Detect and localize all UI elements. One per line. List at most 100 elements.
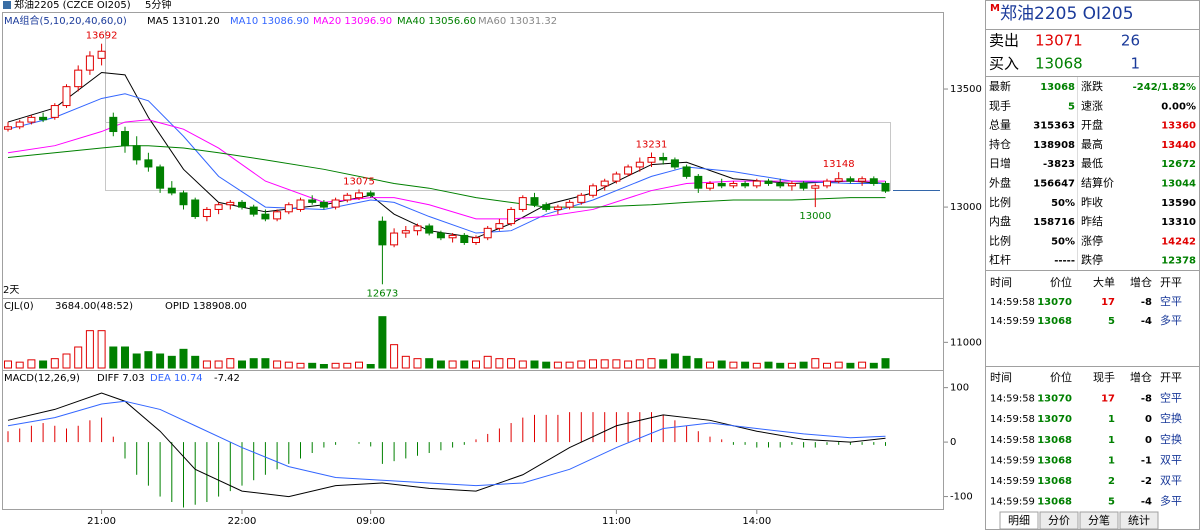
candle-body <box>436 232 445 239</box>
cell-price: 13068 <box>1037 455 1072 466</box>
quote-value: ----- <box>1054 256 1075 267</box>
y-tick-label: -100 <box>950 492 973 503</box>
candle-body <box>799 182 808 189</box>
x-tick-label: 11:00 <box>602 516 631 527</box>
table-header: 价位 <box>1050 275 1072 289</box>
cell-change: 0 <box>1145 435 1152 446</box>
candle-body <box>518 197 527 210</box>
extreme-label: 13075 <box>343 176 375 187</box>
volume-bar <box>121 346 129 369</box>
volume-bar <box>483 355 492 369</box>
quote-label: 结算价 <box>1081 176 1114 190</box>
quote-label: 内盘 <box>989 214 1011 228</box>
tab[interactable] <box>1079 511 1119 530</box>
candle-body <box>472 237 480 243</box>
volume-bar <box>27 359 36 369</box>
tab-label[interactable]: 统计 <box>1128 514 1150 527</box>
volume-bar <box>612 359 621 369</box>
candle-body <box>202 208 211 218</box>
candle-body <box>624 166 633 175</box>
table-header: 开平 <box>1160 371 1182 384</box>
candle-body <box>191 199 200 218</box>
candle-body <box>85 55 94 71</box>
quote-label: 杠杆 <box>989 253 1011 267</box>
quote-value: 13068 <box>1040 82 1075 93</box>
cell-type: 多平 <box>1160 313 1182 327</box>
candle-body <box>390 232 399 246</box>
cell-change: 0 <box>1145 414 1152 425</box>
candle-body <box>846 178 855 182</box>
tab-label[interactable]: 分价 <box>1048 514 1070 527</box>
table-header: 大单 <box>1093 275 1115 289</box>
cell-qty: 2 <box>1108 476 1115 487</box>
candle-body <box>553 206 562 210</box>
tab[interactable] <box>1119 511 1159 530</box>
y-tick-label: 11000 <box>950 337 982 348</box>
quote-label: 昨结 <box>1081 215 1103 228</box>
cell-type: 多平 <box>1160 494 1182 508</box>
candle-body <box>4 126 12 130</box>
table-header: 增仓 <box>1130 275 1152 289</box>
candle-body <box>670 159 679 168</box>
y-tick-label: 13000 <box>950 202 982 213</box>
candle-body <box>542 204 551 210</box>
candle-body <box>249 206 258 215</box>
tab[interactable] <box>1039 511 1079 530</box>
table-header: 时间 <box>990 371 1012 384</box>
volume-bar <box>179 348 188 369</box>
quote-label: 跌停 <box>1081 253 1103 267</box>
candle-body <box>858 178 867 182</box>
quote-value: 156647 <box>1033 179 1075 190</box>
candle-body <box>635 161 644 168</box>
candle-body <box>752 180 761 187</box>
volume-bar <box>15 361 24 369</box>
table-header: 现手 <box>1093 370 1115 384</box>
volume-bar <box>776 362 785 369</box>
ma40-label: MA40 13056.60 <box>397 16 476 27</box>
candle-body <box>50 105 59 118</box>
macd-line <box>7 400 886 487</box>
cell-change: -2 <box>1141 476 1152 487</box>
quote-label: 比例 <box>989 195 1011 209</box>
tab-label[interactable]: 分笔 <box>1088 513 1110 527</box>
quote-value: 13440 <box>1161 140 1196 151</box>
period[interactable]: 5分钟 <box>145 0 171 11</box>
cell-price: 13068 <box>1037 316 1072 327</box>
cell-time: 14:59:58 <box>990 297 1035 308</box>
candle-body <box>647 157 656 163</box>
candle-body <box>378 220 387 246</box>
candle-body <box>612 173 621 182</box>
macd-value: -7.42 <box>214 373 240 384</box>
candle-body <box>27 116 36 123</box>
candle-body <box>308 199 317 203</box>
volume-bar <box>811 358 820 369</box>
volume-bar <box>132 353 141 369</box>
candle-body <box>273 211 282 220</box>
book-label: 买入 <box>989 55 1019 73</box>
ma-set[interactable]: MA组合(5,10,20,40,60,0) <box>4 14 127 27</box>
volume-bar <box>226 358 235 369</box>
extreme-label: 12673 <box>366 288 398 299</box>
volume-bar <box>577 360 586 369</box>
tab-label[interactable]: 明细 <box>1008 514 1030 527</box>
volume-bar <box>144 351 153 369</box>
volume-bar <box>635 359 644 369</box>
quote-value: -3823 <box>1043 159 1075 170</box>
cell-price: 13070 <box>1037 394 1072 405</box>
volume-bar <box>355 361 363 369</box>
volume-bar <box>600 359 609 369</box>
cell-time: 14:59:58 <box>990 414 1035 425</box>
extreme-label: 13000 <box>799 211 831 222</box>
candle-body <box>97 50 106 59</box>
candle-body <box>331 199 340 208</box>
cell-qty: 1 <box>1108 414 1115 425</box>
volume-bar <box>366 364 375 369</box>
quote-value: 50% <box>1051 198 1075 209</box>
volume-value: 3684.00(48:52) <box>55 301 133 312</box>
volume-bar <box>787 362 796 369</box>
volume-bar <box>647 358 656 369</box>
quote-label: 涨跌 <box>1081 79 1103 93</box>
volume-bar <box>729 361 738 369</box>
book-price: 13068 <box>1035 55 1083 73</box>
tab[interactable] <box>999 511 1039 530</box>
